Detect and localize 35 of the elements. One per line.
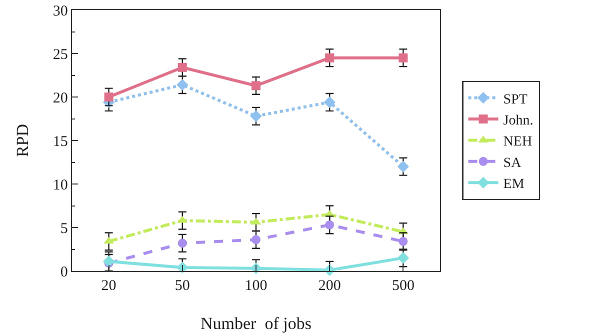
x-tick-label: 500 (392, 278, 414, 294)
y-tick-label: 0 (60, 264, 68, 280)
point (324, 96, 336, 108)
x-tick-label: 20 (101, 278, 116, 294)
point (398, 236, 408, 246)
y-tick-label: 15 (52, 134, 68, 150)
point (176, 78, 188, 91)
x-axis-title: Number of jobs (200, 314, 312, 333)
point (178, 238, 187, 248)
y-tick-label: 10 (52, 177, 68, 194)
legend-label: EM (503, 177, 525, 192)
point (397, 252, 410, 264)
point (102, 256, 115, 268)
legend-label: SPT (503, 92, 528, 108)
point (104, 92, 114, 102)
x-tick-label: 200 (318, 278, 341, 294)
point (325, 53, 334, 62)
x-tick-label: 100 (244, 278, 268, 294)
legend-label: NEH (503, 134, 532, 150)
y-axis-title: RPD (12, 124, 32, 158)
point (104, 236, 114, 244)
point (252, 81, 260, 90)
y-tick-label: 30 (52, 3, 68, 20)
y-tick-label: 25 (52, 46, 68, 63)
point (250, 110, 262, 122)
y-tick-label: 5 (60, 220, 68, 237)
x-tick-label: 50 (174, 278, 190, 294)
point (178, 62, 187, 72)
legend-label: SA (503, 156, 522, 171)
legend-label: John. (503, 113, 534, 128)
point (252, 235, 260, 244)
y-tick-label: 20 (52, 90, 68, 106)
point (325, 220, 334, 230)
point (398, 53, 408, 62)
point (397, 160, 410, 172)
